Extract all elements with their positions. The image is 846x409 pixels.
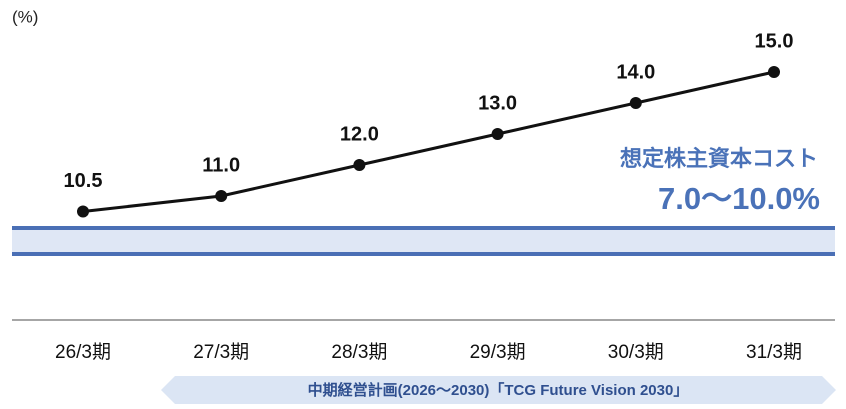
banner-arrow	[161, 376, 836, 404]
x-tick-label: 26/3期	[55, 341, 111, 363]
data-label: 11.0	[202, 154, 240, 176]
point	[215, 190, 228, 202]
data-label: 10.5	[64, 170, 103, 192]
cost-band	[12, 228, 835, 254]
x-tick-label: 31/3期	[746, 341, 802, 363]
point	[77, 205, 89, 218]
data-label: 15.0	[755, 30, 794, 52]
point	[629, 97, 642, 109]
annotation: 想定株主資本コスト	[620, 146, 818, 171]
x-tick-label: 28/3期	[331, 341, 387, 363]
data-label: 12.0	[340, 123, 379, 145]
x-tick-label: 30/3期	[608, 341, 664, 363]
point	[768, 66, 780, 78]
data-label: 13.0	[478, 92, 517, 114]
data-label: 14.0	[616, 61, 655, 83]
y-unit: (%)	[12, 7, 38, 26]
x-tick-label: 27/3期	[193, 341, 249, 363]
line	[82, 70, 775, 213]
annotation: 7.0〜10.0%	[658, 181, 820, 216]
point	[353, 159, 366, 171]
banner-text: 中期経営計画(2026〜2030)「TCG Future Vision 2030…	[308, 381, 689, 399]
point	[491, 128, 504, 140]
x-tick-label: 29/3期	[470, 341, 526, 363]
